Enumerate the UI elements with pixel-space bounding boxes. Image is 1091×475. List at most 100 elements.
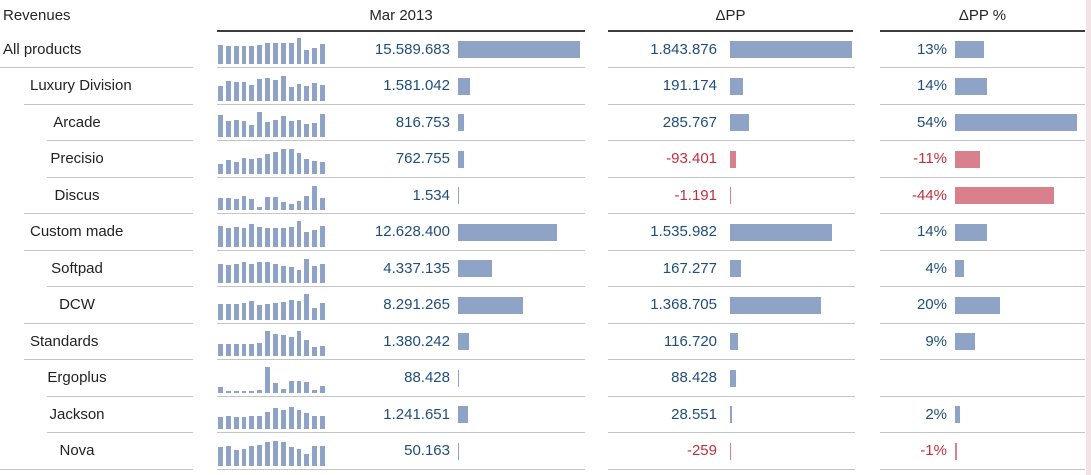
table-row-nova[interactable]: Nova 50.163 -259 -1% [0, 433, 1091, 470]
sparkline-bar [265, 303, 270, 320]
table-row-standards[interactable]: Standards 1.380.242 116.720 9% [0, 324, 1091, 360]
row-separator-pct [880, 213, 1085, 214]
table-row-softpad[interactable]: Softpad 4.337.135 167.277 4% [0, 251, 1091, 287]
sparkline-bar [241, 417, 247, 429]
mar-2013-value: 15.589.683 [374, 40, 450, 58]
sparkline-bar [241, 157, 247, 174]
sparkline-bar [304, 259, 310, 283]
row-separator-dpp [608, 213, 855, 214]
sparkline-luxury-division [218, 75, 325, 101]
delta-pp-pct-value: 20% [916, 296, 947, 313]
table-row-precisio[interactable]: Precisio 762.755 -93.401 -11% [0, 141, 1091, 178]
sparkline-bar [296, 380, 302, 393]
sparkline-bar [273, 228, 278, 247]
sparkline-bar [249, 84, 255, 101]
row-separator-label [24, 359, 193, 360]
sparkline-bar [273, 120, 278, 137]
mar-2013-value: 762.755 [395, 150, 450, 167]
sparkline-bar [296, 409, 302, 429]
sparkline-bar [233, 391, 239, 393]
column-header-delta-pp: ΔPP [715, 7, 746, 24]
sparkline-bar [273, 303, 278, 320]
table-row-custom-made[interactable]: Custom made 12.628.400 1.535.982 14% [0, 214, 1091, 251]
mar-2013-bar [458, 187, 460, 204]
sparkline-bar [218, 447, 223, 466]
row-separator-dpp [608, 359, 855, 360]
sparkline-bar [288, 406, 294, 429]
sparkline-bar [218, 417, 223, 429]
sparkline-bar [288, 380, 294, 393]
sparkline-bar [304, 293, 310, 320]
sparkline-bar [249, 45, 255, 64]
sparkline-bar [304, 49, 310, 64]
row-separator-pct [880, 140, 1085, 141]
row-separator-label [24, 103, 193, 105]
sparkline-bar [249, 344, 255, 356]
sparkline-bar [320, 386, 325, 393]
sparkline-bar [288, 267, 294, 283]
row-separator-label [24, 322, 193, 324]
delta-pp-pct-bar [955, 187, 1055, 204]
row-label: Custom made [30, 223, 124, 240]
sparkline-bar [296, 38, 302, 64]
sparkline-bar [320, 416, 325, 429]
sparkline-bar [249, 446, 255, 466]
table-row-ergoplus[interactable]: Ergoplus 88.428 88.428 [0, 360, 1091, 397]
mar-2013-bar [458, 406, 468, 423]
sparkline-dcw [218, 293, 325, 320]
sparkline-bar [249, 198, 255, 210]
sparkline-bar [280, 409, 286, 429]
sparkline-bar [320, 446, 325, 466]
sparkline-bar [218, 225, 223, 247]
sparkline-bar [218, 164, 223, 174]
row-separator-label [47, 176, 193, 178]
sparkline-bar [249, 263, 255, 283]
table-row-arcade[interactable]: Arcade 816.753 285.767 54% [0, 105, 1091, 141]
sparkline-bar [265, 262, 270, 283]
sparkline-bar [288, 120, 294, 137]
delta-pp-pct-value: 9% [925, 332, 947, 350]
table-row-all-products[interactable]: All products 15.589.683 1.843.876 13% [0, 32, 1091, 68]
sparkline-bar [320, 84, 325, 101]
sparkline-bar [273, 263, 278, 283]
delta-pp-pct-bar [955, 296, 1001, 314]
row-separator-dpp [608, 322, 855, 324]
sparkline-bar [249, 416, 255, 429]
sparkline-bar [225, 303, 231, 320]
sparkline-bar [280, 116, 286, 137]
mar-2013-bar [458, 114, 465, 131]
row-separator-mar [217, 249, 585, 251]
sparkline-bar [225, 391, 231, 393]
sparkline-bar [304, 453, 310, 466]
mar-2013-value: 12.628.400 [374, 223, 450, 240]
table-row-dcw[interactable]: DCW 8.291.265 1.368.705 20% [0, 287, 1091, 324]
row-separator-mar [217, 286, 585, 287]
delta-pp-pct-value: 14% [916, 77, 947, 94]
sparkline-bar [304, 195, 310, 210]
delta-pp-pct-bar [955, 77, 987, 95]
sparkline-bar [312, 416, 318, 429]
delta-pp-pct-value: -44% [911, 186, 947, 204]
delta-pp-value: 28.551 [671, 405, 717, 423]
delta-pp-bar [730, 369, 736, 387]
sparkline-bar [296, 84, 302, 101]
row-separator-label [24, 249, 193, 251]
row-separator-pct [880, 359, 1085, 360]
sparkline-bar [225, 228, 231, 247]
sparkline-bar [218, 304, 223, 320]
sparkline-bar [233, 416, 239, 429]
sparkline-bar [233, 303, 239, 320]
table-row-jackson[interactable]: Jackson 1.241.651 28.551 2% [0, 397, 1091, 433]
sparkline-bar [280, 302, 286, 320]
sparkline-bar [241, 262, 247, 283]
table-row-luxury-division[interactable]: Luxury Division 1.581.042 191.174 14% [0, 68, 1091, 105]
sparkline-bar [312, 122, 318, 137]
sparkline-bar [312, 47, 318, 64]
row-separator-pct [880, 286, 1085, 287]
table-row-discus[interactable]: Discus 1.534 -1.191 -44% [0, 178, 1091, 214]
header-rule-delta-pp-pct [880, 30, 1085, 32]
row-separator-dpp [608, 67, 855, 68]
sparkline-bar [257, 207, 263, 210]
delta-pp-bar [730, 223, 832, 241]
row-separator-mar [217, 213, 585, 214]
